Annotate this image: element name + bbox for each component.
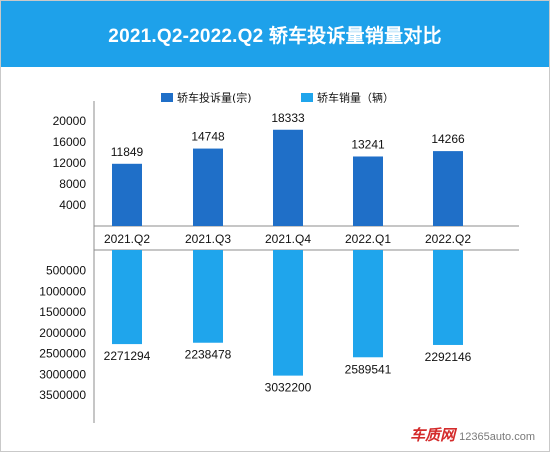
complaints-bar xyxy=(433,151,463,226)
sales-data-label: 2292146 xyxy=(425,350,472,364)
lower-y-tick-label: 3500000 xyxy=(39,388,86,402)
sales-bar xyxy=(273,250,303,376)
complaints-data-label: 14266 xyxy=(431,132,465,146)
x-category-label: 2021.Q4 xyxy=(265,232,311,246)
complaints-bar xyxy=(193,148,223,226)
complaints-data-label: 13241 xyxy=(351,137,385,151)
sales-data-label: 3032200 xyxy=(265,381,312,395)
upper-y-tick-label: 8000 xyxy=(59,177,86,191)
lower-y-tick-label: 1500000 xyxy=(39,305,86,319)
lower-y-tick-label: 500000 xyxy=(46,264,86,278)
sales-bar xyxy=(193,250,223,343)
sales-bar xyxy=(433,250,463,345)
complaints-data-label: 18333 xyxy=(271,111,305,125)
complaints-bar xyxy=(353,156,383,226)
legend-item-sales-label: 轿车销量（辆） xyxy=(317,91,394,105)
legend-item-complaints-label: 轿车投诉量(宗) xyxy=(177,91,252,105)
sales-bar xyxy=(112,250,142,345)
watermark-brand: 车质网 xyxy=(410,426,456,444)
x-category-label: 2021.Q3 xyxy=(185,232,231,246)
watermark: 车质网 12365auto.com xyxy=(410,424,535,445)
complaints-bar xyxy=(112,163,142,226)
upper-y-tick-label: 4000 xyxy=(59,198,86,212)
chart-title: 2021.Q2-2022.Q2 轿车投诉量销量对比 xyxy=(108,25,442,47)
complaints-data-label: 11849 xyxy=(111,145,144,159)
legend-item-complaints-swatch xyxy=(161,93,173,102)
upper-y-tick-label: 16000 xyxy=(53,135,87,149)
upper-y-tick-label: 20000 xyxy=(53,114,87,128)
complaints-bar xyxy=(273,129,303,226)
x-category-label: 2022.Q1 xyxy=(345,232,391,246)
sales-data-label: 2589541 xyxy=(345,362,392,376)
sales-data-label: 2271294 xyxy=(104,349,151,363)
x-category-label: 2022.Q2 xyxy=(425,232,471,246)
lower-y-tick-label: 2000000 xyxy=(39,326,86,340)
complaints-data-label: 14748 xyxy=(191,130,225,144)
lower-y-tick-label: 1000000 xyxy=(39,284,86,298)
title-banner: 2021.Q2-2022.Q2 轿车投诉量销量对比 xyxy=(1,1,549,67)
upper-y-tick-label: 12000 xyxy=(53,156,87,170)
lower-y-tick-label: 2500000 xyxy=(39,347,86,361)
x-category-label: 2021.Q2 xyxy=(104,232,150,246)
sales-bar xyxy=(353,250,383,358)
legend-item-sales-swatch xyxy=(301,93,313,102)
sales-data-label: 2238478 xyxy=(185,348,232,362)
watermark-url: 12365auto.com xyxy=(459,431,535,443)
lower-y-tick-label: 3000000 xyxy=(39,367,86,381)
